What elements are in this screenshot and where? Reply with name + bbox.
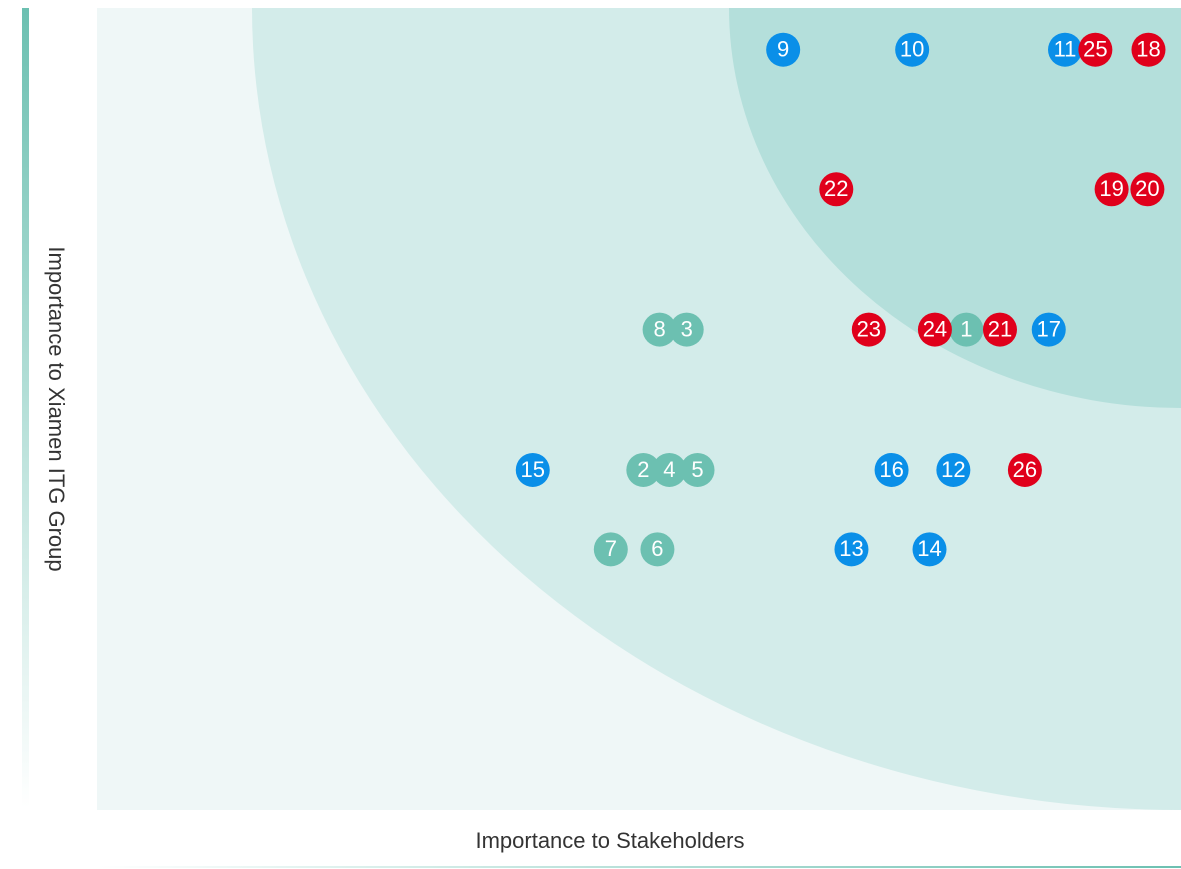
point (1078, 32, 1113, 67)
point-label: 11 (1054, 37, 1077, 62)
point (640, 532, 675, 567)
point (1007, 452, 1042, 487)
point (895, 32, 930, 67)
point-label: 2 (637, 457, 649, 482)
point (912, 532, 947, 567)
point-label: 8 (653, 316, 665, 341)
point-label: 7 (605, 536, 617, 561)
point (1031, 312, 1066, 347)
point-label: 12 (941, 457, 965, 482)
point (626, 452, 661, 487)
point (680, 452, 715, 487)
point-label: 16 (879, 457, 903, 482)
point (1094, 172, 1129, 207)
point-label: 14 (917, 536, 941, 561)
point (652, 452, 687, 487)
point (819, 172, 854, 207)
point-label: 18 (1136, 37, 1160, 62)
y-axis-bar (22, 8, 29, 808)
point (1048, 32, 1083, 67)
point-label: 10 (900, 37, 924, 62)
point (834, 532, 869, 567)
point-label: 13 (839, 536, 863, 561)
point-label: 21 (988, 316, 1012, 341)
point-label: 15 (521, 457, 545, 482)
x-axis-bar (97, 866, 1181, 868)
point-label: 17 (1037, 316, 1061, 341)
point (1130, 172, 1165, 207)
point (874, 452, 909, 487)
point-label: 23 (857, 316, 881, 341)
point-label: 9 (777, 37, 789, 62)
point-label: 1 (960, 316, 972, 341)
point-label: 20 (1135, 176, 1159, 201)
point-label: 24 (923, 316, 947, 341)
point-label: 4 (663, 457, 675, 482)
point (593, 532, 628, 567)
point (1131, 32, 1166, 67)
point (669, 312, 704, 347)
point-label: 22 (824, 176, 848, 201)
point-label: 25 (1083, 37, 1107, 62)
point (642, 312, 677, 347)
point (982, 312, 1017, 347)
point (515, 452, 550, 487)
point (949, 312, 984, 347)
point-label: 19 (1099, 176, 1123, 201)
x-axis-label: Importance to Stakeholders (475, 828, 744, 853)
point-label: 26 (1013, 457, 1037, 482)
point (851, 312, 886, 347)
point (936, 452, 971, 487)
y-axis-label: Importance to Xiamen ITG Group (44, 246, 69, 571)
point-label: 3 (681, 316, 693, 341)
point (917, 312, 952, 347)
point-label: 6 (651, 536, 663, 561)
point-label: 5 (691, 457, 703, 482)
point (766, 32, 801, 67)
zone-inner (729, 8, 1181, 408)
